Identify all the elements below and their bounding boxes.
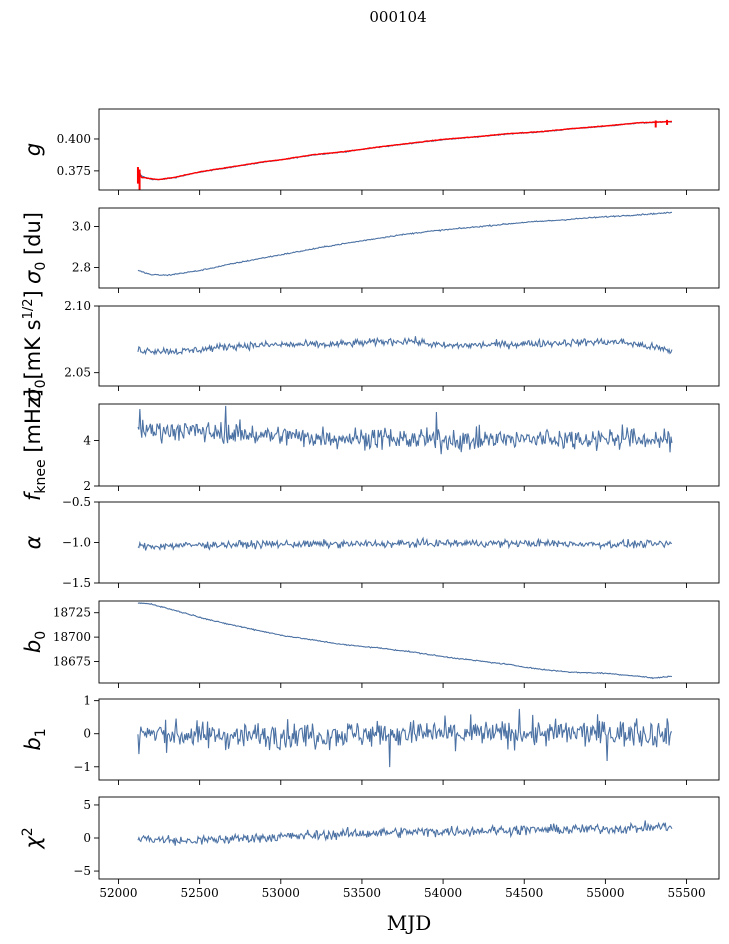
- x-tick-label: 52000: [99, 886, 137, 900]
- y-tick-label: 4: [83, 433, 91, 447]
- y-tick-label: 18700: [53, 630, 91, 644]
- y-axis-label-b0: b0: [21, 631, 49, 653]
- y-axis-label-b1: b1: [21, 728, 49, 750]
- subplot-chi2: 52000 52500 53000 53500 54000 54500 55000 55500…: [20, 796, 720, 900]
- x-tick-label: 54000: [424, 886, 462, 900]
- series-line-sigma0_du: [137, 211, 673, 277]
- y-axis-label-alpha: α: [21, 535, 45, 549]
- y-tick-label: 2.8: [72, 260, 91, 274]
- figure-title: 000104: [369, 8, 426, 26]
- y-axis-label-g: g: [21, 143, 45, 156]
- series-line-g: [137, 121, 673, 181]
- x-tick-label: 52500: [181, 886, 219, 900]
- subplot-alpha: −1.5 −1.0 −0.5 α: [21, 495, 720, 590]
- series-line-fknee: [137, 405, 673, 455]
- subplot-sigma0_mK: 2.05 2.10 σ0[mK s1/2]: [21, 290, 720, 402]
- y-tick-label: 3.0: [72, 219, 91, 233]
- y-tick-label: 0.400: [57, 132, 91, 146]
- x-tick-label: 53500: [343, 886, 381, 900]
- series-line-sigma0_mK: [137, 336, 673, 356]
- x-axis-label: MJD: [387, 911, 432, 935]
- axes-frame: [98, 403, 720, 487]
- y-axis-label-sigma0_du: σ0 [du]: [21, 212, 49, 284]
- y-tick-label: 2: [83, 479, 91, 493]
- series-line-b1: [137, 708, 673, 768]
- y-tick-label: 0: [83, 727, 91, 741]
- series-line-b0: [137, 602, 673, 680]
- axes-frame: [98, 305, 720, 387]
- x-tick-label: 53000: [262, 886, 300, 900]
- subplot-fknee: 2 4 fknee [mHz]: [21, 389, 720, 501]
- y-axis-label-chi2: χ2: [20, 827, 45, 849]
- y-tick-label: 1: [83, 694, 91, 708]
- y-tick-label: 5: [83, 798, 91, 812]
- series-line-alpha: [137, 536, 673, 552]
- axes-frame: [98, 796, 720, 880]
- y-tick-label: 18725: [53, 606, 91, 620]
- y-tick-label: −5: [73, 864, 91, 878]
- axes-frame: [98, 600, 720, 684]
- x-tick-label: 55000: [586, 886, 624, 900]
- series-line-chi2: [137, 820, 673, 846]
- y-tick-label: −1.5: [62, 576, 91, 590]
- subplot-b0: 18675 18700 18725 b0: [21, 600, 720, 688]
- y-axis-label-fknee: fknee [mHz]: [21, 389, 49, 501]
- y-tick-label: 0: [83, 831, 91, 845]
- axes-frame: [98, 698, 720, 781]
- x-tick-label: 55500: [667, 886, 705, 900]
- axes-frame: [98, 207, 720, 289]
- y-tick-label: −1.0: [62, 536, 91, 550]
- subplot-b1: −1 0 1 b1: [21, 694, 720, 785]
- subplot-g: 0.375 0.400 g: [21, 108, 720, 195]
- y-tick-label: 2.10: [64, 299, 91, 313]
- y-tick-label: −0.5: [62, 495, 91, 509]
- y-axis-label-sigma0_mK: σ0[mK s1/2]: [21, 290, 49, 401]
- x-tick-label: 54500: [505, 886, 543, 900]
- y-tick-label: 2.05: [64, 366, 91, 380]
- series-line-g-1: [137, 120, 673, 181]
- y-tick-label: 0.375: [57, 164, 91, 178]
- subplot-stack: 0.375 0.400 g 2.8 3.0 σ0 [du] 2.05 2.10 σ0[mK s1…: [20, 108, 720, 900]
- y-tick-label: 18675: [53, 655, 91, 669]
- y-tick-label: −1: [73, 760, 91, 774]
- axes-frame: [98, 108, 720, 191]
- subplot-sigma0_du: 2.8 3.0 σ0 [du]: [21, 207, 720, 293]
